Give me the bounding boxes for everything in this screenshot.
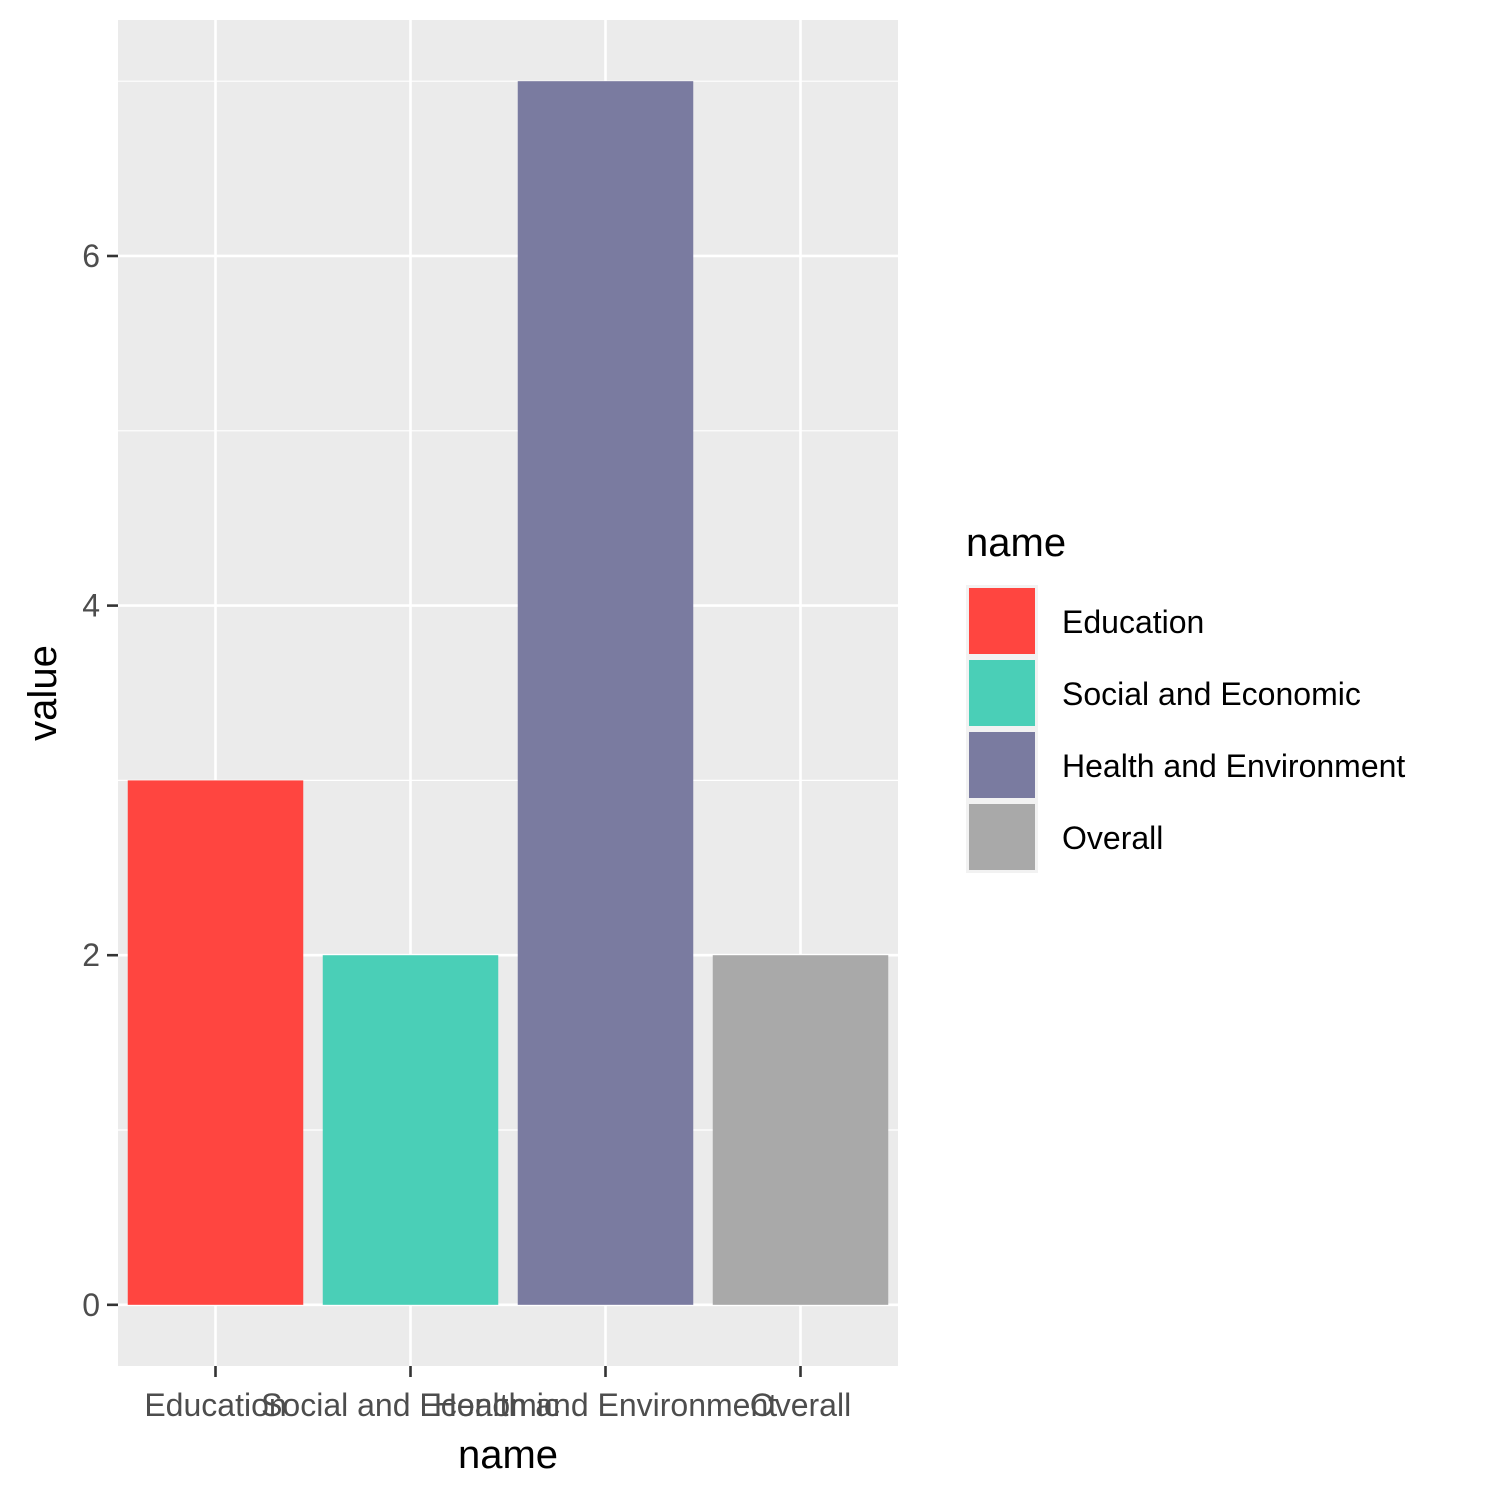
y-tick-label: 2 xyxy=(82,937,100,973)
x-tick-label: Overall xyxy=(750,1387,851,1423)
legend-title: name xyxy=(966,521,1066,565)
bar xyxy=(517,81,694,1305)
bars xyxy=(127,81,889,1305)
y-axis-title: value xyxy=(21,645,65,741)
bar xyxy=(127,780,304,1305)
x-tick-label: Education xyxy=(144,1387,286,1423)
x-tick-label: Health and Environment xyxy=(434,1387,777,1423)
legend-label: Health and Environment xyxy=(1062,748,1405,784)
bar xyxy=(322,955,499,1305)
legend-items: Education Social and Economic Health and E… xyxy=(966,585,1405,873)
legend-swatch xyxy=(969,660,1035,726)
legend-swatch xyxy=(969,588,1035,654)
x-axis-title: name xyxy=(458,1433,558,1477)
legend-label: Overall xyxy=(1062,820,1163,856)
legend-swatch xyxy=(969,732,1035,798)
y-tick-label: 4 xyxy=(82,588,100,624)
y-axis: 0 2 4 6 xyxy=(82,238,118,1323)
bar xyxy=(712,955,889,1305)
legend: name Education Social and Economic Health … xyxy=(966,521,1405,873)
y-tick-label: 6 xyxy=(82,238,100,274)
legend-swatch xyxy=(969,804,1035,870)
legend-label: Social and Economic xyxy=(1062,676,1361,712)
x-tick-label: Social and Economic xyxy=(261,1387,560,1423)
y-tick-label: 0 xyxy=(82,1287,100,1323)
legend-label: Education xyxy=(1062,604,1204,640)
